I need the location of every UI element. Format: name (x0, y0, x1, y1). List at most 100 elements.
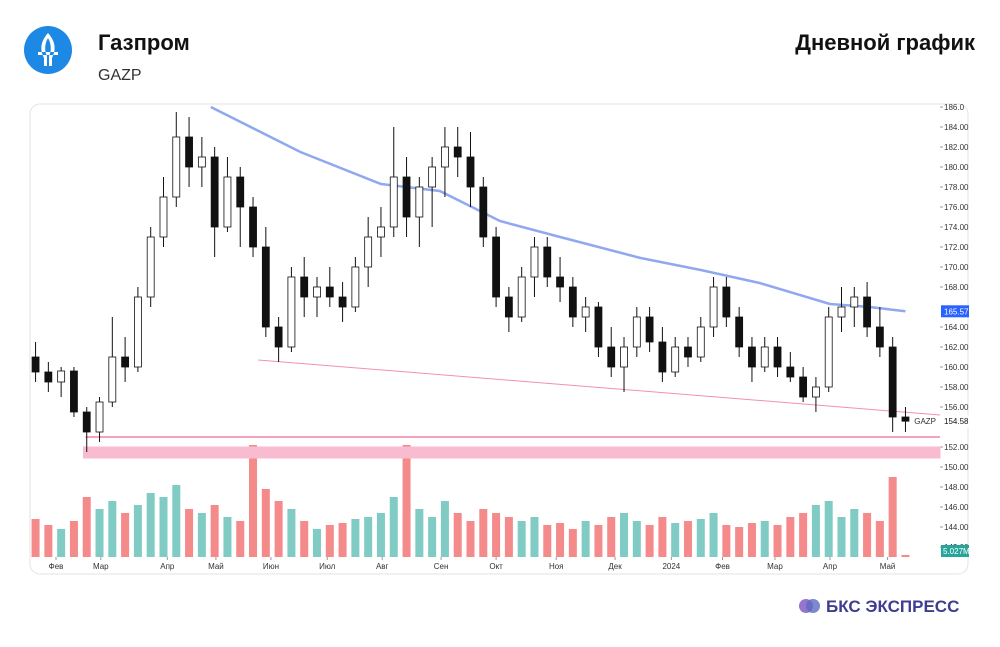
candle-body (31, 356, 40, 373)
volume-bar (402, 445, 411, 557)
volume-bar (811, 505, 820, 557)
candle-body (300, 276, 309, 298)
candle-body (517, 276, 526, 318)
volume-bar (31, 519, 40, 557)
x-tick-label: Ноя (549, 562, 564, 571)
candle-body (543, 246, 552, 278)
volume-bar (44, 525, 53, 557)
volume-bar (351, 519, 360, 557)
volume-bar (95, 509, 104, 557)
y-tick-label: 172.00 (944, 243, 969, 252)
x-tick-label: Фев (49, 562, 64, 571)
candle-body (351, 266, 360, 308)
volume-label-box (941, 545, 969, 557)
volume-bar (453, 513, 462, 557)
candle-body (671, 346, 680, 373)
volume-bar (479, 509, 488, 557)
volume-bar (428, 517, 437, 557)
candle-body (901, 416, 910, 422)
candle-body (389, 176, 398, 228)
x-tick-label: Май (880, 562, 896, 571)
volume-bar (249, 445, 258, 557)
candle-body (556, 276, 564, 288)
volume-bar (863, 513, 872, 557)
candle-body (684, 346, 692, 358)
volume-bar (364, 517, 373, 557)
x-tick-label: 2024 (662, 562, 680, 571)
candle-body (594, 306, 603, 348)
logo (24, 26, 72, 74)
x-tick-label: Апр (823, 562, 838, 571)
plot: 142.00144.00146.00148.00150.00152.00156.… (31, 103, 970, 571)
y-tick-label: 158.00 (944, 383, 969, 392)
volume-bar (683, 521, 692, 557)
price-ticker: GAZP (914, 417, 936, 426)
volume-bar (159, 497, 168, 557)
x-tick-label: Авг (376, 562, 389, 571)
y-tick-label: 178.00 (944, 183, 969, 192)
candle-body (786, 366, 795, 378)
x-tick-label: Фев (715, 562, 730, 571)
volume-bar (581, 521, 590, 557)
candle-body (82, 411, 91, 433)
volume-bar (415, 509, 424, 557)
x-tick-label: Дек (608, 562, 622, 571)
volume-bar (121, 513, 130, 557)
volume-bar (799, 513, 808, 557)
volume-bar (620, 513, 629, 557)
volume-bar (556, 523, 565, 557)
volume-bar (338, 523, 347, 557)
volume-bar (735, 527, 744, 557)
y-tick-label: 164.00 (944, 323, 969, 332)
candle-body (108, 356, 117, 403)
candle-body (441, 146, 449, 168)
price-label: 154.58 (944, 417, 969, 426)
brand: БКС ЭКСПРЕСС (799, 597, 959, 616)
candle-body (274, 326, 283, 348)
y-tick-label: 184.00 (944, 123, 969, 132)
candle-body (837, 306, 846, 318)
volume-bar (210, 505, 219, 557)
candle-body (696, 326, 705, 358)
candle-body (645, 316, 654, 343)
volume-bar (671, 523, 680, 557)
candle-body (402, 176, 411, 218)
volume-bar (747, 523, 756, 557)
candle-body (236, 176, 245, 208)
volume-bar (300, 521, 309, 557)
candle-body (325, 286, 334, 298)
volume-bar (146, 493, 155, 557)
candle-body (504, 296, 513, 318)
y-tick-label: 182.00 (944, 143, 969, 152)
candle-body (632, 316, 641, 348)
volume-bar (261, 489, 270, 557)
volume-bar (773, 525, 782, 557)
candle-body (812, 386, 820, 398)
x-tick-label: Апр (160, 562, 175, 571)
candle-body (249, 206, 257, 248)
volume-bar (850, 509, 859, 557)
candle-body (210, 156, 219, 228)
x-tick-label: Окт (489, 562, 503, 571)
volume-bar (287, 509, 296, 557)
candle-body (121, 356, 130, 368)
y-tick-label: 152.00 (944, 443, 969, 452)
candle-body (530, 246, 539, 278)
volume-bar (632, 521, 641, 557)
volume-bar (530, 517, 539, 557)
volume-bar (492, 513, 501, 557)
y-tick-label: 180.00 (944, 163, 969, 172)
candle-body (197, 156, 206, 168)
x-tick-label: Июн (263, 562, 279, 571)
y-tick-label: 156.00 (944, 403, 969, 412)
candle-body (261, 246, 270, 328)
candle-body (888, 346, 897, 418)
volume-bar (133, 505, 142, 557)
ma-label-box (941, 305, 969, 318)
volume-bar (236, 521, 245, 557)
candle-body (44, 371, 53, 383)
volume-bar (69, 521, 78, 557)
x-tick-label: Май (208, 562, 224, 571)
candle-body (620, 346, 628, 368)
